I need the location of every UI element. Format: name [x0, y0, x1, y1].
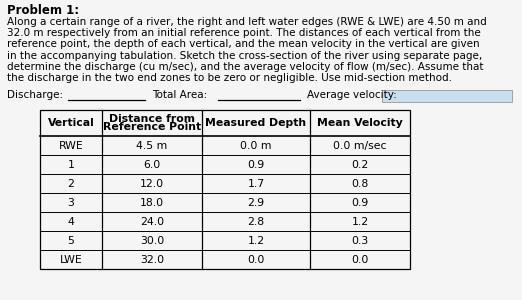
- Text: 2: 2: [67, 179, 75, 189]
- Text: reference point, the depth of each vertical, and the mean velocity in the vertic: reference point, the depth of each verti…: [7, 39, 480, 50]
- Text: 1.2: 1.2: [247, 236, 265, 246]
- Text: Average velocity:: Average velocity:: [307, 90, 397, 100]
- Text: 0.3: 0.3: [351, 236, 369, 246]
- Text: Mean Velocity: Mean Velocity: [317, 118, 403, 128]
- Text: 0.0 m/sec: 0.0 m/sec: [333, 141, 387, 151]
- Text: Discharge:: Discharge:: [7, 90, 63, 100]
- Text: 2.9: 2.9: [247, 198, 265, 208]
- Text: 0.9: 0.9: [351, 198, 369, 208]
- Bar: [40, 110, 410, 269]
- Text: Total Area:: Total Area:: [152, 90, 207, 100]
- Text: in the accompanying tabulation. Sketch the cross-section of the river using sepa: in the accompanying tabulation. Sketch t…: [7, 51, 482, 61]
- Text: determine the discharge (cu m/sec), and the average velocity of flow (m/sec). As: determine the discharge (cu m/sec), and …: [7, 62, 483, 72]
- Text: 32.0: 32.0: [140, 255, 164, 265]
- Text: 0.0: 0.0: [351, 255, 369, 265]
- Text: 3: 3: [67, 198, 75, 208]
- Text: 1.2: 1.2: [351, 217, 369, 227]
- Text: 18.0: 18.0: [140, 198, 164, 208]
- Text: 5: 5: [67, 236, 75, 246]
- Text: Vertical: Vertical: [48, 118, 94, 128]
- Text: the discharge in the two end zones to be zero or negligible. Use mid-section met: the discharge in the two end zones to be…: [7, 73, 452, 83]
- Text: 12.0: 12.0: [140, 179, 164, 189]
- Text: 0.8: 0.8: [351, 179, 369, 189]
- Text: Distance from: Distance from: [109, 114, 195, 124]
- Text: Measured Depth: Measured Depth: [206, 118, 306, 128]
- Text: 1.7: 1.7: [247, 179, 265, 189]
- Text: 0.0 m: 0.0 m: [240, 141, 272, 151]
- Bar: [382, 90, 512, 102]
- Text: 6.0: 6.0: [144, 160, 161, 170]
- Text: 2.8: 2.8: [247, 217, 265, 227]
- Text: 0.9: 0.9: [247, 160, 265, 170]
- Text: 30.0: 30.0: [140, 236, 164, 246]
- Text: LWE: LWE: [60, 255, 82, 265]
- Text: 0.0: 0.0: [247, 255, 265, 265]
- Text: 0.2: 0.2: [351, 160, 369, 170]
- Text: Along a certain range of a river, the right and left water edges (RWE & LWE) are: Along a certain range of a river, the ri…: [7, 17, 487, 27]
- Text: RWE: RWE: [58, 141, 84, 151]
- Text: 1: 1: [67, 160, 75, 170]
- Text: 4.5 m: 4.5 m: [136, 141, 168, 151]
- Text: Reference Point: Reference Point: [103, 122, 201, 132]
- Text: 24.0: 24.0: [140, 217, 164, 227]
- Text: Problem 1:: Problem 1:: [7, 4, 79, 17]
- Text: 4: 4: [67, 217, 75, 227]
- Text: 32.0 m respectively from an initial reference point. The distances of each verti: 32.0 m respectively from an initial refe…: [7, 28, 481, 38]
